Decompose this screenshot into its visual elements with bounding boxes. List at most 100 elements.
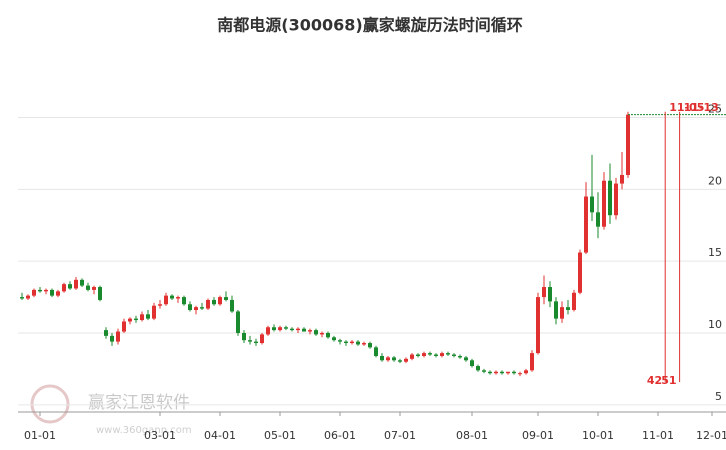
candle-body <box>500 371 504 374</box>
candle-body <box>224 297 228 300</box>
candle-body <box>518 373 522 375</box>
watermark-logo <box>30 384 70 424</box>
watermark-text: 赢家江恩软件 <box>88 393 190 413</box>
x-tick-label: 04-01 <box>204 429 236 442</box>
candle-body <box>206 299 210 309</box>
candle-body <box>146 314 150 319</box>
watermark-url: www.360gann.com <box>96 425 192 436</box>
candle-body <box>590 196 594 213</box>
x-tick-label: 06-01 <box>324 429 356 442</box>
y-tick-label: 25 <box>708 103 722 116</box>
candle-body <box>584 196 588 253</box>
candle-body <box>182 297 186 305</box>
candle-body <box>56 291 60 296</box>
candle-body <box>86 285 90 290</box>
cycle-date: 11-13 <box>684 101 719 114</box>
candle-body <box>548 287 552 302</box>
cycle-count: 42 <box>647 374 662 387</box>
y-tick-label: 5 <box>715 390 722 403</box>
candle-body <box>278 327 282 331</box>
candle-body <box>290 328 294 331</box>
candle-body <box>356 341 360 345</box>
candle-body <box>218 297 222 305</box>
candle-body <box>344 341 348 344</box>
candle-body <box>194 307 198 311</box>
candle-body <box>362 343 366 345</box>
x-tick-label: 05-01 <box>264 429 296 442</box>
candle-body <box>332 337 336 341</box>
candle-body <box>260 334 264 344</box>
candle-body <box>530 353 534 371</box>
candle-body <box>20 297 24 299</box>
candle-body <box>494 371 498 374</box>
y-tick-label: 20 <box>708 174 722 187</box>
candle-body <box>104 330 108 336</box>
candle-body <box>602 180 606 227</box>
candle-body <box>302 328 306 332</box>
y-tick-label: 15 <box>708 246 722 259</box>
cycle-date: 11-05 <box>669 101 704 114</box>
candle-body <box>386 357 390 361</box>
candle-body <box>188 304 192 311</box>
candle-body <box>398 360 402 362</box>
candle-body <box>314 330 318 335</box>
candle-body <box>560 307 564 319</box>
candle-body <box>482 370 486 372</box>
candle-body <box>350 341 354 344</box>
candle-body <box>176 297 180 299</box>
x-tick-label: 03-01 <box>144 429 176 442</box>
candle-body <box>284 327 288 329</box>
candle-body <box>92 287 96 290</box>
candle-body <box>128 318 132 322</box>
candle-body <box>272 327 276 331</box>
candle-body <box>110 335 114 342</box>
candle-body <box>140 314 144 321</box>
candle-body <box>488 371 492 374</box>
x-tick-label: 10-01 <box>582 429 614 442</box>
candle-body <box>62 284 66 292</box>
candle-body <box>464 357 468 361</box>
candle-body <box>416 354 420 356</box>
candle-body <box>380 355 384 361</box>
candle-body <box>170 295 174 299</box>
candle-body <box>392 357 396 361</box>
cycle-count: 51 <box>661 374 676 387</box>
chart-title: 南都电源(300068)赢家螺旋历法时间循环 <box>217 16 522 35</box>
candle-body <box>320 332 324 335</box>
candle-body <box>242 332 246 341</box>
candle-body <box>254 341 258 344</box>
x-tick-label: 08-01 <box>456 429 488 442</box>
candle-body <box>308 330 312 332</box>
candle-body <box>326 332 330 338</box>
candle-body <box>50 289 54 296</box>
candle-body <box>470 360 474 367</box>
candle-body <box>578 252 582 293</box>
candle-body <box>404 358 408 362</box>
candle-body <box>134 318 138 321</box>
candle-body <box>32 289 36 296</box>
candle-body <box>440 353 444 356</box>
candle-body <box>452 354 456 356</box>
candle-body <box>98 287 102 300</box>
candle-body <box>212 299 216 305</box>
candle-body <box>536 297 540 354</box>
candle-body <box>596 212 600 227</box>
candle-body <box>476 366 480 371</box>
candle-body <box>152 305 156 319</box>
candle-body <box>512 371 516 374</box>
x-tick-label: 09-01 <box>522 429 554 442</box>
candle-body <box>566 307 570 311</box>
candle-body <box>80 279 84 286</box>
candle-body <box>116 331 120 342</box>
candle-body <box>38 289 42 292</box>
candle-body <box>236 311 240 333</box>
candle-body <box>26 295 30 299</box>
candle-body <box>626 114 630 175</box>
candle-body <box>122 321 126 332</box>
candle-body <box>44 289 48 292</box>
candle-body <box>434 354 438 356</box>
watermark: 赢家江恩软件 www.360gann.com <box>30 384 192 436</box>
x-tick-label: 07-01 <box>384 429 416 442</box>
candle-body <box>428 353 432 355</box>
